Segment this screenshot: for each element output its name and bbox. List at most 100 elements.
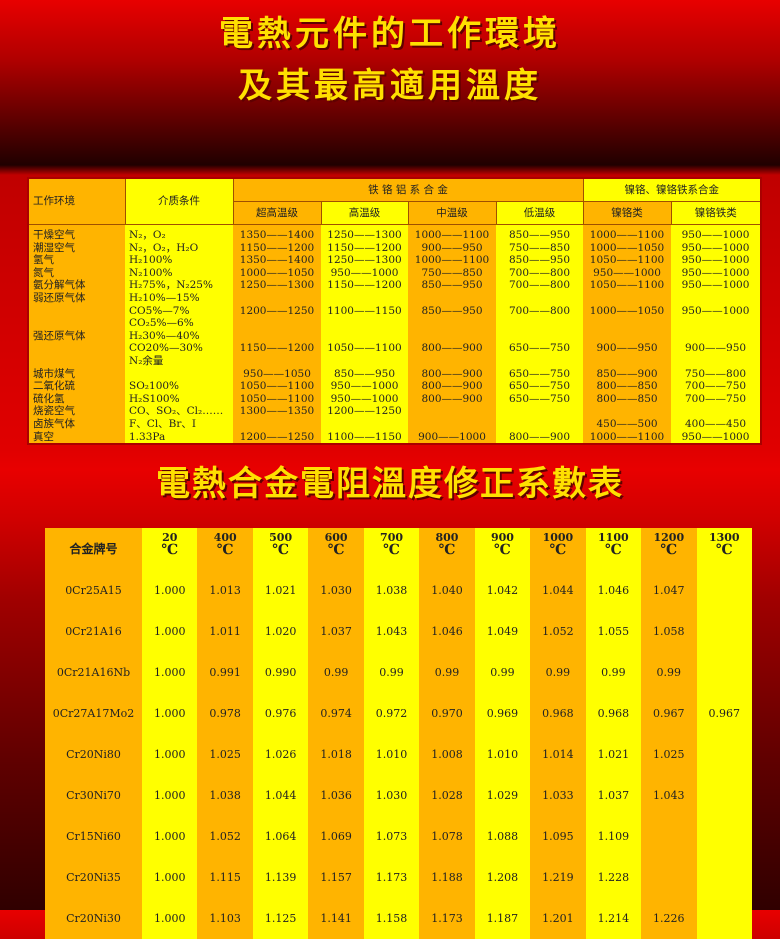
temp-range-cell: 850——950: [408, 304, 496, 318]
coefficient-cell: 1.011: [197, 611, 253, 652]
alloy-name-cell: 0Cr21A16Nb: [45, 652, 142, 693]
medium-cell: 1.33Pa: [125, 430, 233, 445]
temp-range-cell: 1050——1100: [233, 392, 321, 406]
coefficient-cell: 1.125: [252, 898, 309, 939]
temp-range-cell: 1150——1200: [321, 241, 408, 255]
temp-range-cell: 950——1000: [321, 266, 408, 280]
coefficient-cell: 0.976: [252, 693, 309, 734]
alloy-name-cell: 0Cr27A17Mo2: [45, 693, 142, 734]
temp-value: 800: [435, 531, 459, 544]
temp-range-cell: 850——900: [583, 367, 672, 381]
table-row: CO₂5%—6%: [28, 317, 762, 330]
coefficient-cell: 1.064: [252, 816, 309, 857]
subheader-4: 镍铬类: [582, 201, 672, 225]
table-row: 硫化氢 H₂S100% 1050——1100 950——1000 800——900 650…: [28, 392, 762, 406]
temp-range-cell: 800——850: [583, 380, 672, 393]
temp-range-cell: 1250——1300: [233, 279, 321, 292]
temp-range-cell: 1000——1050: [583, 241, 672, 255]
coefficient-cell: 0.99: [641, 652, 697, 693]
table-row: 0Cr25A15 1.000 1.013 1.021 1.030 1.038 1.040 1.…: [45, 570, 752, 611]
header-alloy: 合金牌号: [45, 528, 142, 570]
temp-range-cell: [321, 317, 408, 330]
temp-range-cell: [583, 354, 672, 368]
temp-range-cell: [233, 317, 321, 330]
temp-range-cell: 900——950: [671, 342, 762, 355]
environment-temperature-table: 工作环境 介质条件 铁 铬 铝 系 合 金 镍铬、镍铬铁系合金 超高温级 高温级中…: [27, 177, 763, 446]
env-cell: 强还原气体: [28, 329, 125, 343]
coefficient-cell: 1.088: [474, 816, 531, 857]
alloy-name-cell: 0Cr25A15: [45, 570, 142, 611]
table-row: Cr20Ni35 1.000 1.115 1.139 1.157 1.173 1.188 1.…: [45, 857, 752, 898]
temp-range-cell: 650——750: [496, 342, 584, 355]
temp-range-cell: 950——1000: [321, 392, 408, 406]
temp-range-cell: [408, 354, 496, 368]
coefficient-cell: 1.021: [585, 734, 642, 775]
table-row: N₂余量: [28, 354, 762, 368]
temp-range-cell: [671, 329, 762, 343]
table-row: Cr30Ni70 1.000 1.038 1.044 1.036 1.030 1.028 1.…: [45, 775, 752, 816]
coefficient-cell: 1.025: [641, 734, 697, 775]
coefficient-cell: 0.974: [308, 693, 364, 734]
coefficient-cell: 0.968: [530, 693, 586, 734]
medium-cell: [125, 367, 233, 381]
subheader-0: 超高温级: [232, 201, 322, 225]
temp-range-cell: 950——1000: [671, 241, 762, 255]
coefficient-cell: 1.014: [530, 734, 586, 775]
temp-range-cell: [321, 329, 408, 343]
temp-range-cell: 1000——1050: [583, 304, 672, 318]
coefficient-cell: 1.044: [252, 775, 309, 816]
table-row: 潮湿空气 N₂，O₂，H₂O 1150——1200 1150——1200 900——95…: [28, 241, 762, 255]
temp-range-cell: [233, 329, 321, 343]
temp-range-cell: 1050——1100: [321, 342, 408, 355]
env-cell: 烧瓷空气: [28, 405, 125, 418]
coefficient-cell: 1.052: [197, 816, 253, 857]
coefficient-cell: 1.000: [142, 775, 198, 816]
medium-cell: H₂10%—15%: [125, 291, 233, 305]
table-row: 卤族气体 F、Cl、Br、I 450——500 400——450: [28, 417, 762, 431]
temp-range-cell: 1150——1200: [233, 241, 321, 255]
temp-range-cell: 1100——1150: [321, 430, 408, 445]
coefficient-cell: 1.000: [142, 734, 198, 775]
table-row: 弱还原气体 H₂10%—15%: [28, 291, 762, 305]
header-temp-500: 500 ℃: [252, 528, 309, 570]
temp-range-cell: 1050——1100: [583, 254, 672, 267]
celsius-unit: ℃: [383, 542, 400, 558]
temp-range-cell: 800——850: [583, 392, 672, 406]
coefficient-cell: 1.046: [585, 570, 642, 611]
celsius-unit: ℃: [438, 542, 456, 558]
temp-range-cell: [671, 317, 762, 330]
table-row: Cr20Ni80 1.000 1.025 1.026 1.018 1.010 1.008 1.…: [45, 734, 752, 775]
medium-cell: N₂，O₂: [125, 224, 233, 242]
header-temp-1000: 1000 ℃: [530, 528, 586, 570]
coefficient-cell: 0.972: [363, 693, 420, 734]
temp-range-cell: [321, 291, 408, 305]
header-nicr: 镍铬、镍铬铁系合金: [582, 177, 762, 202]
temp-range-cell: 800——900: [408, 342, 496, 355]
coefficient-cell: 1.139: [252, 857, 309, 898]
celsius-unit: ℃: [715, 542, 733, 558]
subheader-2: 中温级: [407, 201, 497, 225]
temp-range-cell: 750——850: [496, 241, 584, 255]
temp-range-cell: 1200——1250: [233, 304, 321, 318]
coefficient-cell: [696, 611, 752, 652]
coefficient-cell: 1.157: [308, 857, 364, 898]
coefficient-cell: 1.036: [308, 775, 364, 816]
env-cell: 真空: [28, 430, 125, 445]
coefficient-cell: 0.99: [474, 652, 531, 693]
temp-range-cell: [583, 317, 672, 330]
coefficient-cell: 1.038: [197, 775, 253, 816]
coefficient-cell: 1.029: [474, 775, 531, 816]
temp-range-cell: 950——1000: [671, 279, 762, 292]
header-medium: 介质条件: [124, 177, 234, 225]
medium-cell: N₂100%: [125, 266, 233, 280]
coefficient-cell: 1.073: [363, 816, 420, 857]
table-row: 氮气 N₂100% 1000——1050 950——1000 750——850 700——…: [28, 266, 762, 280]
coefficient-cell: 0.967: [641, 693, 697, 734]
title-line-2: 及其最高適用溫度: [238, 66, 542, 106]
temp-range-cell: [583, 291, 672, 305]
coefficient-cell: 1.055: [585, 611, 642, 652]
header-temp-1200: 1200 ℃: [641, 528, 697, 570]
table-row: 城市煤气 950——1050 850——950 800——900 650——750 850…: [28, 367, 762, 381]
subheader-5: 镍铬铁类: [670, 201, 762, 225]
celsius-unit: ℃: [660, 542, 678, 558]
